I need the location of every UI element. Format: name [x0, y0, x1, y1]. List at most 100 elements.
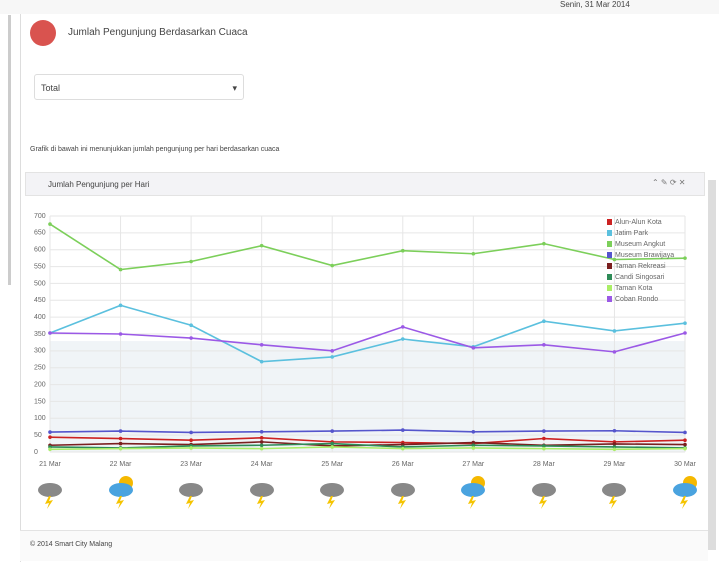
description: Grafik di bawah ini menunjukkan jumlah p…	[30, 146, 280, 153]
y-tick-label: 450	[34, 297, 46, 304]
point	[330, 441, 335, 446]
point	[48, 430, 52, 434]
weather-icon	[602, 483, 627, 509]
logo	[30, 20, 56, 46]
x-tick-label: 30 Mar	[674, 461, 696, 468]
caret: ▾	[232, 83, 237, 93]
point	[259, 446, 264, 451]
weather-icon	[249, 483, 274, 509]
point	[542, 319, 546, 323]
footer: © 2014 Smart City Malang	[30, 541, 113, 548]
y-tick-label: 650	[34, 230, 46, 237]
point	[259, 359, 264, 364]
legend-swatch	[607, 219, 612, 225]
cloud	[390, 483, 415, 497]
point	[612, 447, 617, 452]
point	[400, 248, 405, 253]
cloud	[531, 483, 556, 497]
series-line	[49, 446, 686, 451]
x-tick-label: 29 Mar	[604, 461, 626, 468]
point	[542, 429, 546, 433]
date: Senin, 31 Mar 2014	[560, 0, 630, 9]
point	[683, 442, 687, 447]
point	[400, 325, 405, 329]
x-tick-label: 21 Mar	[39, 461, 61, 468]
cloud	[673, 483, 697, 497]
point	[118, 436, 123, 441]
bolt	[397, 496, 406, 509]
point	[330, 429, 335, 433]
point	[542, 241, 546, 246]
legend-swatch	[607, 230, 612, 236]
weather-icon	[461, 476, 486, 509]
point	[189, 438, 193, 442]
legend-label: Alun-Alun Kota	[615, 219, 662, 226]
point	[259, 243, 264, 248]
weather-icon	[673, 476, 697, 509]
series-line	[49, 304, 686, 363]
point	[471, 446, 476, 450]
legend-label: Candi Singosari	[615, 274, 665, 281]
y-tick-label: 50	[34, 432, 42, 439]
x-tick-label: 23 Mar	[180, 461, 202, 468]
point	[330, 445, 335, 449]
point	[118, 446, 123, 451]
y-tick-label: 100	[34, 415, 46, 422]
point	[118, 429, 123, 433]
x-tick-label: 26 Mar	[392, 461, 414, 468]
weather-icon	[390, 483, 415, 509]
point	[189, 446, 193, 450]
point	[683, 256, 687, 260]
point	[542, 444, 546, 448]
cloud	[38, 483, 62, 497]
bolt	[538, 496, 547, 509]
cloud	[461, 483, 486, 497]
point	[48, 222, 52, 226]
point	[118, 303, 123, 308]
weather-icon	[38, 483, 62, 509]
series-line	[49, 429, 686, 434]
scrollbar-right	[708, 180, 716, 550]
point	[400, 337, 405, 341]
point	[683, 430, 687, 435]
point	[330, 263, 335, 268]
point	[48, 331, 52, 335]
legend-label: Taman Kota	[615, 285, 652, 292]
point	[48, 447, 52, 452]
point	[471, 443, 476, 448]
cloud	[179, 483, 204, 497]
point	[471, 440, 476, 445]
point	[542, 342, 546, 347]
panel-tools[interactable]: ⌃ ✎ ⟳ ✕	[652, 178, 686, 187]
page-title: Jumlah Pengunjung Berdasarkan Cuaca	[68, 27, 248, 38]
cloud	[320, 483, 345, 497]
point	[542, 446, 546, 451]
panel-title: Jumlah Pengunjung per Hari	[48, 180, 150, 189]
x-tick-label: 28 Mar	[533, 461, 555, 468]
y-tick-label: 300	[34, 348, 46, 355]
bolt	[186, 496, 195, 509]
cloud	[249, 483, 274, 497]
series-line	[49, 442, 686, 449]
cloud	[108, 483, 133, 497]
legend-label: Museum Angkut	[615, 241, 665, 248]
plot-band	[50, 341, 685, 452]
point	[542, 436, 546, 441]
content	[20, 14, 709, 562]
point	[330, 355, 335, 359]
point	[259, 436, 264, 440]
point	[612, 350, 617, 354]
point	[259, 443, 264, 448]
point	[683, 438, 687, 442]
weather-icon	[531, 483, 556, 509]
legend-label: Jatim Park	[615, 230, 649, 237]
y-tick-label: 200	[34, 381, 46, 388]
x-tick-label: 22 Mar	[110, 461, 132, 468]
point	[612, 257, 617, 262]
filter-select[interactable]: Total ▾	[34, 74, 244, 100]
point	[189, 259, 193, 264]
panel-header	[25, 172, 705, 196]
y-tick-label: 550	[34, 263, 46, 270]
point	[118, 267, 123, 272]
y-tick-label: 250	[34, 365, 46, 372]
